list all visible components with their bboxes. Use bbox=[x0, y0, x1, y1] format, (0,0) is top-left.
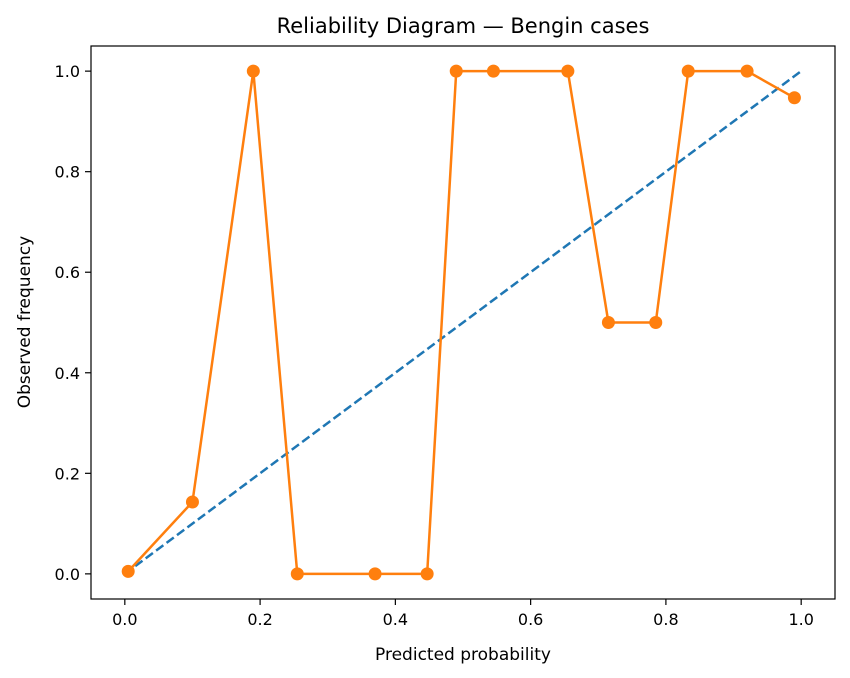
y-tick-label: 0.8 bbox=[55, 163, 80, 182]
calibration-point bbox=[649, 316, 663, 329]
calibration-point bbox=[290, 567, 304, 581]
perfect-calibration-line bbox=[124, 70, 802, 575]
calibration-point bbox=[787, 91, 801, 105]
axis-ticks: 0.0 0.2 0.4 0.6 0.8 1.0 0.0 0.2 0.4 0.6 0.8 1.0 bbox=[55, 62, 814, 629]
series-layer bbox=[121, 64, 802, 581]
calibration-point bbox=[185, 495, 199, 509]
calibration-point bbox=[681, 64, 695, 78]
calibration-point bbox=[246, 64, 260, 78]
calibration-point bbox=[561, 64, 575, 78]
x-axis-label: Predicted probability bbox=[375, 645, 551, 665]
plot-area-frame bbox=[90, 45, 836, 600]
y-tick-label: 1.0 bbox=[55, 62, 80, 81]
y-tick-label: 0.6 bbox=[55, 263, 80, 282]
calibration-curve-line bbox=[127, 69, 796, 576]
y-tick-label: 0.2 bbox=[55, 464, 80, 483]
y-tick-label: 0.4 bbox=[55, 364, 80, 383]
x-tick-label: 0.8 bbox=[653, 610, 678, 629]
chart-title: Reliability Diagram — Bengin cases bbox=[277, 14, 650, 38]
x-tick-label: 0.0 bbox=[112, 610, 137, 629]
y-axis-label: Observed frequency bbox=[15, 236, 35, 408]
calibration-point bbox=[420, 567, 434, 581]
calibration-point bbox=[449, 64, 463, 78]
calibration-point bbox=[121, 564, 135, 578]
calibration-point bbox=[601, 316, 615, 329]
calibration-point bbox=[740, 64, 754, 78]
x-tick-label: 0.6 bbox=[518, 610, 543, 629]
calibration-point bbox=[486, 64, 500, 78]
x-tick-label: 1.0 bbox=[788, 610, 813, 629]
y-tick-label: 0.0 bbox=[55, 565, 80, 584]
x-tick-label: 0.2 bbox=[247, 610, 272, 629]
calibration-point bbox=[368, 567, 382, 581]
x-tick-label: 0.4 bbox=[383, 610, 408, 629]
